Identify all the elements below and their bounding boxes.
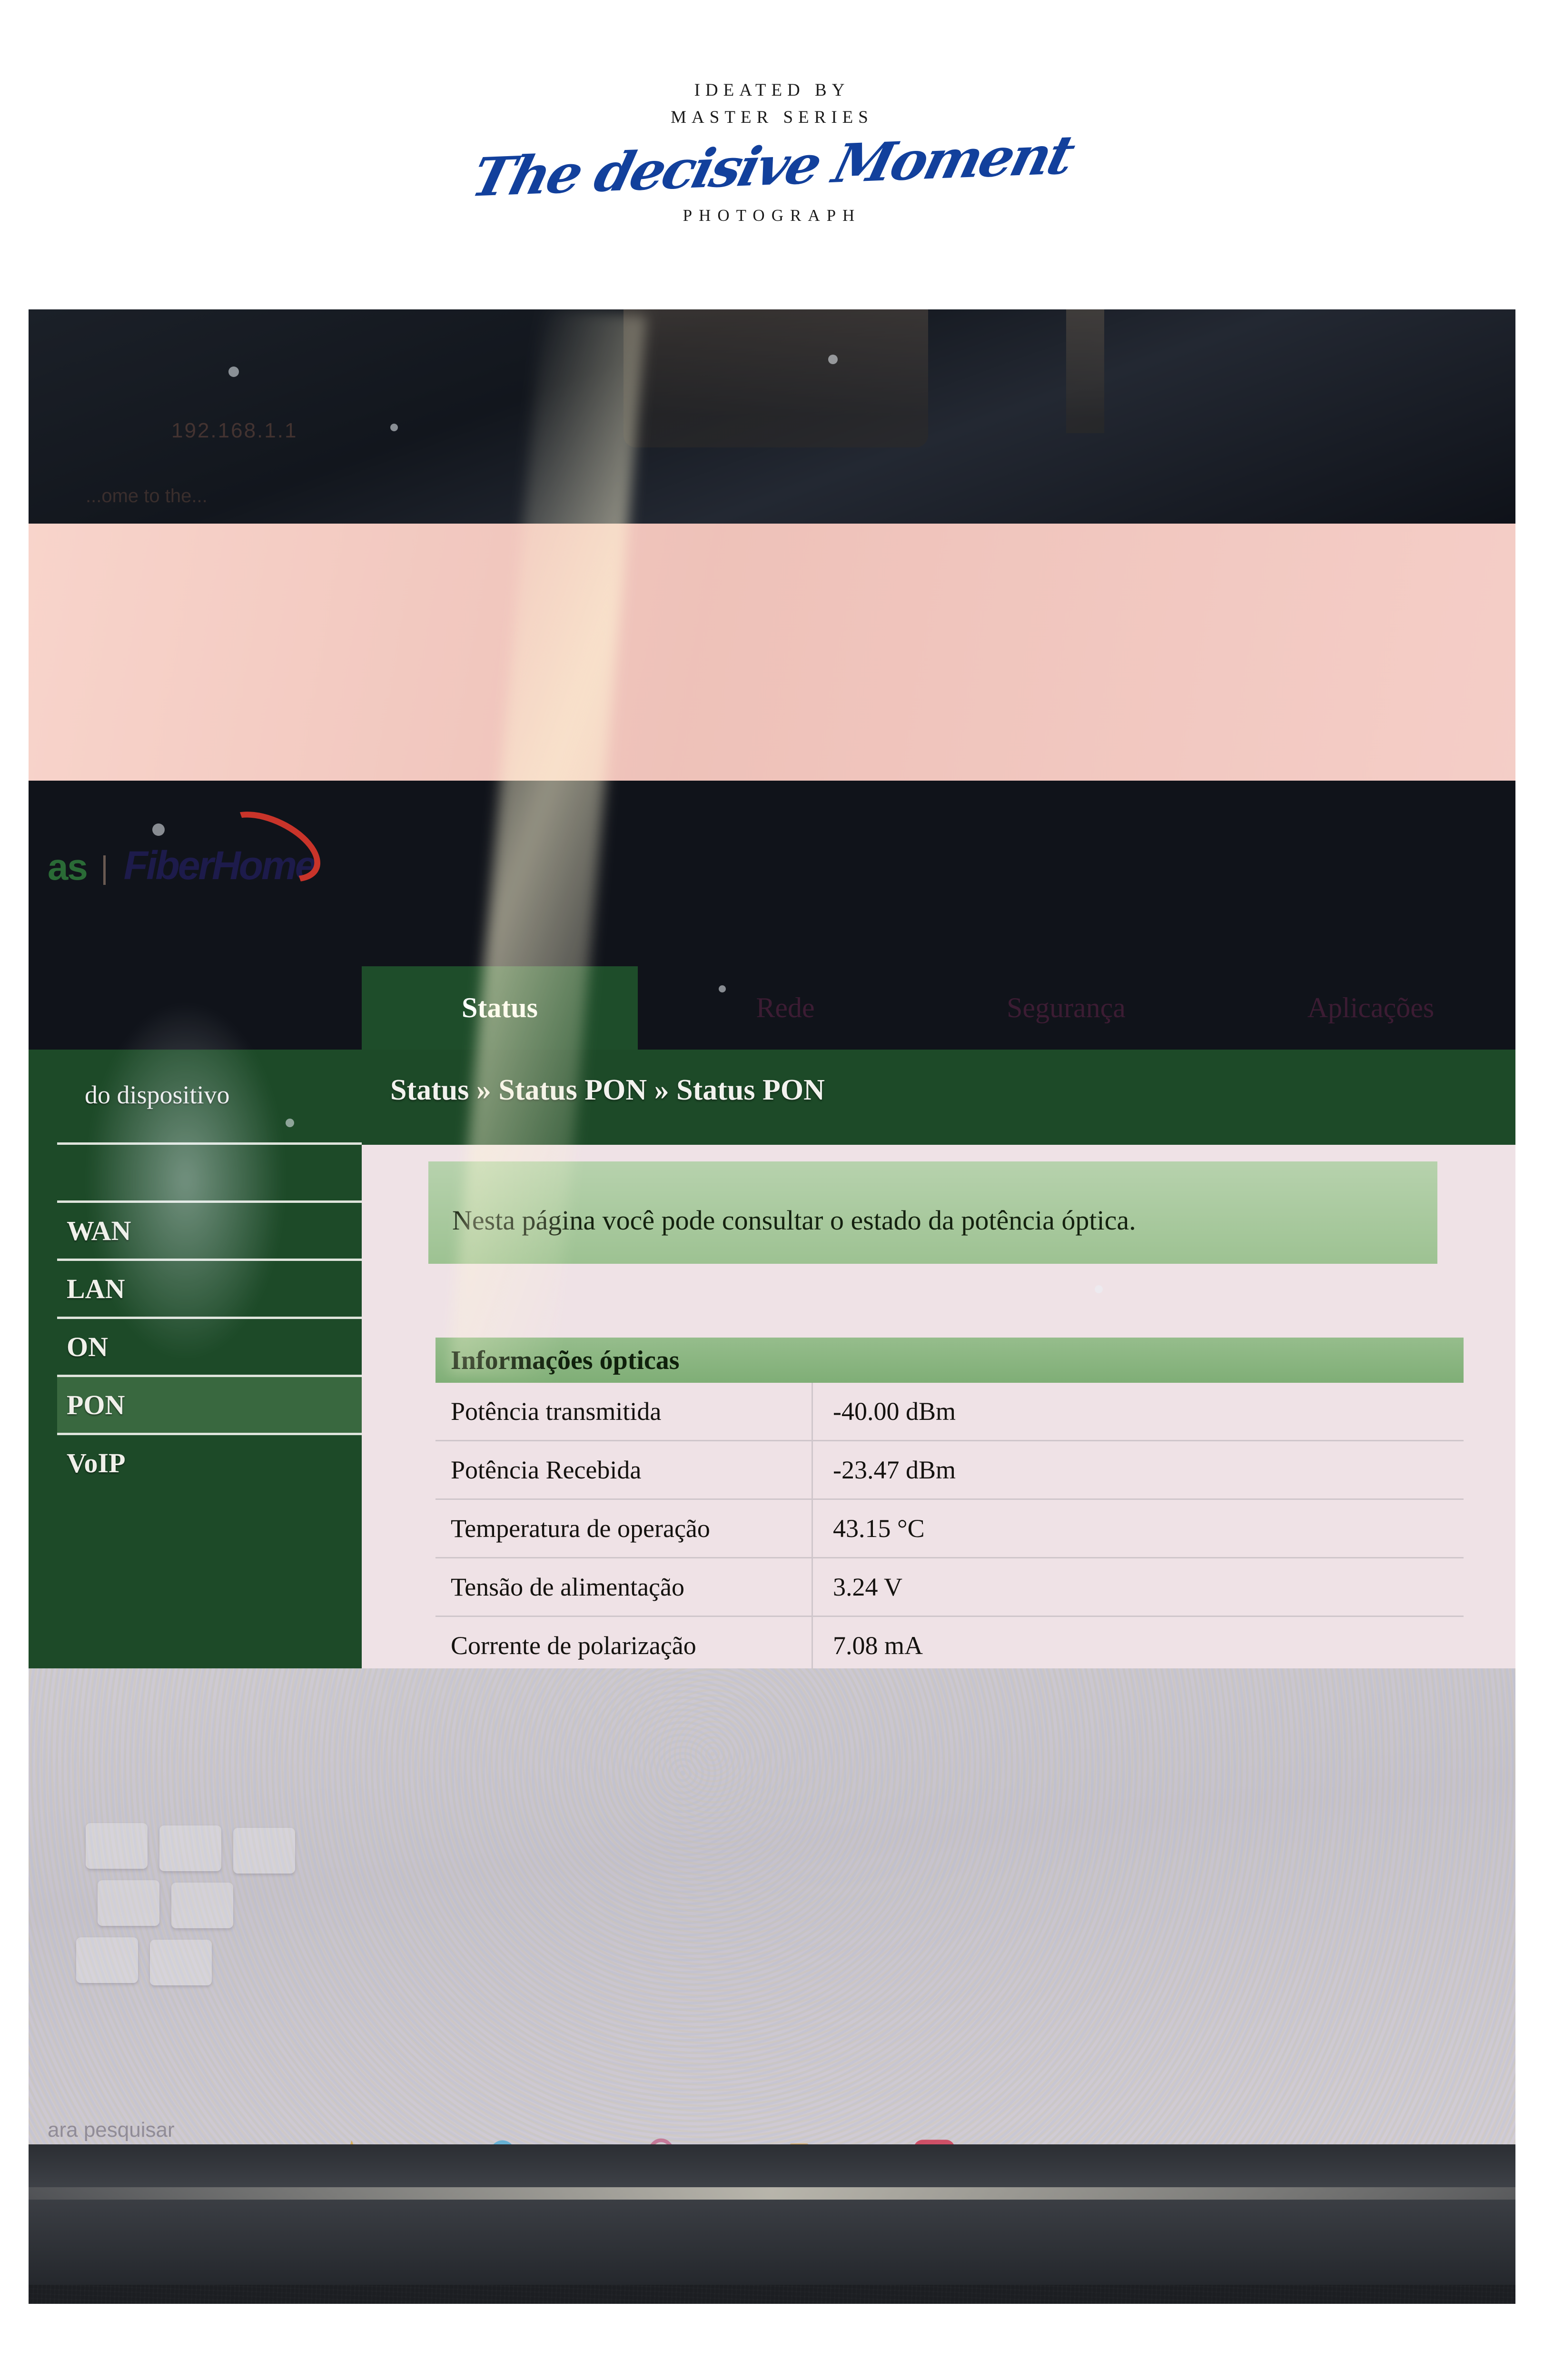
keyboard-key: [150, 1940, 212, 1985]
table-row: Corrente de polarização 7.08 mA: [435, 1617, 1464, 1674]
sidebar-header: do dispositivo: [85, 1081, 230, 1109]
bezel-highlight: [29, 2187, 1515, 2200]
laptop-keyboard-area: [29, 1668, 1515, 2144]
sidebar-item-0[interactable]: [57, 1142, 362, 1200]
breadcrumb: Status » Status PON » Status PON: [390, 1074, 825, 1106]
keyboard-key: [86, 1823, 148, 1869]
page-title-ghost: ...ome to the...: [86, 486, 208, 506]
logo-divider: [103, 855, 106, 885]
windows-search-input[interactable]: ara pesquisar: [48, 2118, 175, 2142]
row-label: Corrente de polarização: [451, 1631, 696, 1660]
watermark-line-2: MASTER SERIES: [671, 107, 873, 127]
keyboard-key: [159, 1825, 221, 1871]
main-nav-tabs: Status Rede Segurança Aplicações: [29, 966, 1515, 1061]
watermark-line-1: IDEATED BY: [694, 80, 850, 100]
table-row: Tensão de alimentação 3.24 V: [435, 1558, 1464, 1617]
row-label: Temperatura de operação: [451, 1514, 710, 1543]
dust-speck: [152, 823, 165, 836]
watermark-line-3: PHOTOGRAPH: [683, 206, 861, 225]
fiberhome-logo-text: FiberHome: [124, 797, 331, 897]
watermark-signature: The decisive Moment: [465, 123, 1079, 209]
screen-moire-pattern: [29, 1668, 1515, 2144]
browser-chrome: [29, 309, 1515, 533]
row-value: -40.00 dBm: [812, 1383, 1464, 1440]
tab-aplicacoes[interactable]: Aplicações: [1307, 992, 1435, 1023]
table-row: Potência transmitida -40.00 dBm: [435, 1383, 1464, 1441]
router-logo: as FiberHome: [48, 797, 331, 897]
optical-info-table: Potência transmitida -40.00 dBm Potência…: [435, 1383, 1464, 1674]
photo-caption: OPPO Reno13 F 5G 27mm f/1,8 1/30s ISO100: [0, 2318, 1544, 2380]
keyboard-key: [171, 1883, 233, 1928]
notice-text: Nesta página você pode consultar o estad…: [452, 1205, 1136, 1236]
sidebar-item-on[interactable]: ON: [57, 1317, 362, 1375]
optical-info-header: Informações ópticas: [435, 1338, 1464, 1383]
table-row: Potência Recebida -23.47 dBm: [435, 1441, 1464, 1500]
keyboard-key: [233, 1828, 295, 1874]
sidebar-item-wan[interactable]: WAN: [57, 1200, 362, 1259]
tab-rede[interactable]: Rede: [756, 992, 815, 1023]
isp-logo-text: as: [48, 846, 88, 888]
tab-seguranca[interactable]: Segurança: [1007, 992, 1126, 1023]
table-row: Temperatura de operação 43.15 °C: [435, 1500, 1464, 1558]
photo-of-laptop-screen: 192.168.1.1 ...ome to the... as FiberHom…: [29, 309, 1515, 2304]
row-label: Potência Recebida: [451, 1456, 642, 1484]
browser-tab-shape: [624, 309, 928, 447]
sidebar-item-pon[interactable]: PON: [57, 1375, 362, 1433]
row-value: 3.24 V: [812, 1558, 1464, 1616]
tab-status[interactable]: Status: [362, 966, 638, 1050]
watermark-header: IDEATED BY MASTER SERIES The decisive Mo…: [0, 0, 1544, 305]
desk-surface: [29, 2285, 1515, 2304]
sidebar-item-voip[interactable]: VoIP: [57, 1433, 362, 1491]
browser-tab-shape-2: [1066, 309, 1104, 433]
keyboard-key: [98, 1880, 159, 1926]
laptop-bottom-bezel: [29, 2144, 1515, 2287]
row-label: Tensão de alimentação: [451, 1573, 684, 1601]
sidebar: do dispositivo WAN LAN ON PON VoIP: [29, 1050, 362, 1668]
row-label: Potência transmitida: [451, 1397, 662, 1426]
keyboard-key: [76, 1937, 138, 1983]
row-value: 43.15 °C: [812, 1500, 1464, 1557]
fiberhome-swoosh-icon: [209, 797, 331, 897]
row-value: -23.47 dBm: [812, 1441, 1464, 1498]
header-glare: [29, 524, 1515, 781]
address-bar-url[interactable]: 192.168.1.1: [171, 419, 298, 442]
row-value: 7.08 mA: [812, 1617, 1464, 1674]
desk-texture: [29, 2285, 1515, 2304]
sidebar-item-lan[interactable]: LAN: [57, 1259, 362, 1317]
